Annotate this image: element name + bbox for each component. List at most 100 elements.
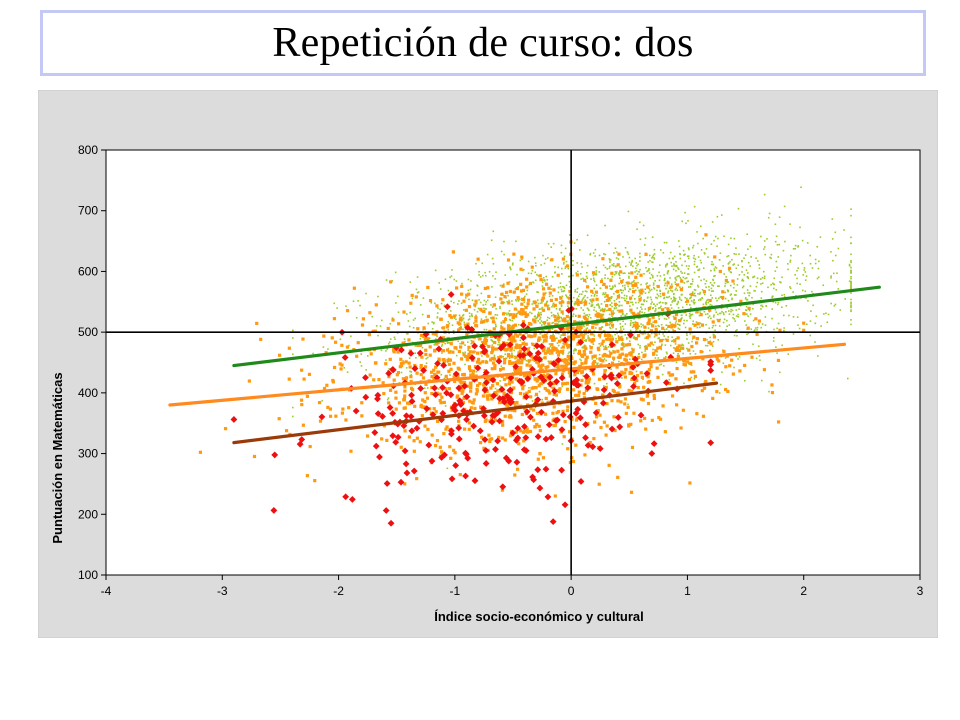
scatter-point-light-green (512, 262, 514, 265)
scatter-point-light-green (667, 336, 669, 338)
scatter-point-light-green (658, 332, 661, 335)
scatter-point-light-green (541, 302, 543, 304)
scatter-point-light-green (604, 274, 607, 276)
scatter-point-light-green (763, 275, 766, 278)
scatter-point-orange (517, 310, 522, 314)
scatter-point-red (451, 407, 459, 414)
scatter-point-light-green (682, 344, 685, 347)
scatter-point-orange (635, 374, 640, 378)
scatter-point-orange (526, 298, 531, 302)
scatter-point-orange (301, 423, 305, 427)
scatter-point-light-green (663, 274, 665, 276)
scatter-point-orange (692, 370, 696, 374)
scatter-point-light-green (532, 281, 535, 284)
scatter-point-light-green (618, 360, 620, 363)
scatter-point-light-green (546, 332, 549, 335)
scatter-point-orange (604, 285, 609, 289)
scatter-point-orange (519, 366, 523, 370)
scatter-point-orange (591, 355, 595, 359)
scatter-point-orange (528, 364, 532, 368)
scatter-point-orange (458, 379, 462, 383)
scatter-point-light-green (339, 338, 342, 341)
scatter-point-light-green (733, 318, 736, 320)
scatter-point-orange (506, 353, 511, 357)
scatter-point-light-green (609, 259, 611, 261)
scatter-point-light-green (564, 265, 567, 268)
scatter-point-light-green (563, 261, 565, 264)
scatter-point-light-green (644, 332, 647, 335)
scatter-point-orange (500, 326, 504, 330)
scatter-point-light-green (674, 322, 677, 324)
scatter-point-light-green (686, 319, 688, 322)
scatter-point-light-green (618, 272, 620, 275)
scatter-point-light-green (561, 295, 564, 298)
scatter-point-orange (536, 457, 540, 461)
scatter-point-orange (514, 355, 518, 359)
scatter-point-light-green (411, 297, 414, 300)
scatter-point-light-green (685, 265, 688, 267)
scatter-point-orange (630, 377, 634, 382)
scatter-point-light-green (711, 260, 713, 263)
scatter-point-orange (503, 438, 507, 442)
scatter-point-orange (547, 322, 551, 326)
scatter-point-light-green (809, 254, 811, 257)
scatter-point-light-green (689, 293, 691, 296)
scatter-point-light-green (751, 296, 753, 299)
scatter-point-orange (523, 429, 527, 433)
scatter-point-light-green (436, 317, 439, 319)
scatter-point-orange (565, 264, 570, 268)
scatter-point-light-green (652, 276, 654, 279)
scatter-point-light-green (725, 276, 728, 278)
scatter-point-orange (726, 389, 730, 394)
scatter-point-light-green (538, 390, 541, 393)
scatter-point-light-green (642, 378, 644, 381)
scatter-point-orange (655, 366, 659, 370)
scatter-point-orange (425, 396, 430, 400)
scatter-point-light-green (517, 298, 519, 301)
scatter-point-light-green (645, 283, 647, 285)
scatter-point-orange (423, 365, 428, 369)
scatter-point-orange (456, 328, 461, 332)
scatter-point-red (540, 377, 548, 384)
scatter-point-light-green (591, 358, 594, 360)
scatter-point-orange (433, 349, 437, 353)
scatter-point-light-green (790, 254, 792, 257)
scatter-point-light-green (733, 366, 735, 369)
scatter-point-light-green (850, 319, 852, 321)
scatter-point-red (468, 354, 476, 362)
scatter-point-light-green (449, 310, 452, 312)
scatter-point-red (576, 414, 584, 422)
scatter-point-light-green (500, 325, 502, 327)
scatter-point-light-green (622, 289, 625, 292)
scatter-point-orange (521, 384, 525, 388)
scatter-point-light-green (727, 255, 730, 257)
scatter-point-light-green (679, 277, 682, 279)
scatter-point-light-green (416, 276, 419, 278)
scatter-point-orange (646, 285, 650, 289)
scatter-point-light-green (623, 297, 625, 300)
scatter-point-light-green (560, 244, 563, 247)
scatter-point-orange (540, 298, 544, 302)
scatter-point-light-green (760, 379, 763, 382)
scatter-point-orange (597, 377, 602, 381)
scatter-point-light-green (715, 267, 718, 269)
scatter-point-light-green (416, 291, 419, 294)
scatter-point-orange (583, 352, 587, 357)
scatter-point-light-green (443, 305, 446, 307)
scatter-point-light-green (579, 249, 581, 251)
scatter-point-light-green (686, 280, 688, 283)
scatter-point-light-green (611, 275, 614, 278)
scatter-point-orange (506, 281, 510, 285)
scatter-point-light-green (779, 281, 781, 283)
scatter-point-red (462, 472, 469, 480)
scatter-point-light-green (616, 332, 618, 335)
scatter-point-orange (603, 369, 607, 373)
scatter-point-orange (731, 279, 735, 283)
scatter-point-orange (564, 364, 568, 368)
scatter-point-light-green (691, 323, 694, 325)
scatter-point-light-green (735, 294, 737, 296)
scatter-point-orange (516, 367, 520, 371)
scatter-point-light-green (593, 335, 596, 337)
scatter-point-orange (579, 332, 583, 337)
scatter-point-light-green (777, 322, 780, 325)
